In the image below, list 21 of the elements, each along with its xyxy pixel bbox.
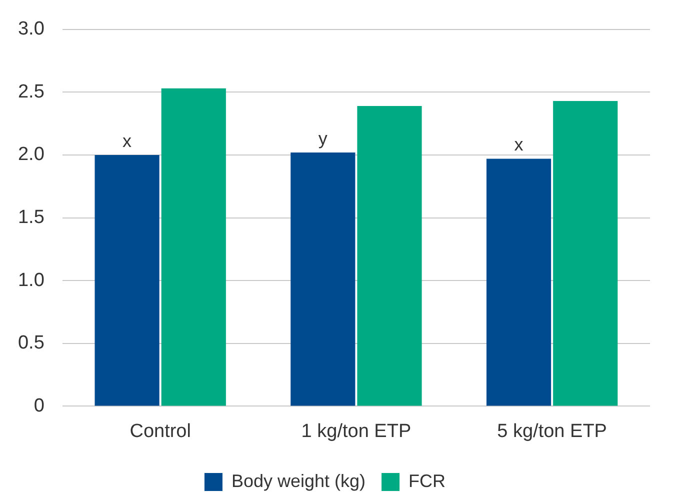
y-tick-label: 0 — [34, 395, 44, 416]
y-tick-label: 2.5 — [18, 81, 44, 102]
y-tick-label: 1.0 — [18, 270, 44, 291]
bar — [357, 106, 422, 406]
bar — [290, 152, 356, 406]
legend-label: Body weight (kg) — [231, 470, 366, 491]
x-tick-label: 5 kg/ton ETP — [497, 420, 607, 442]
bar — [553, 100, 618, 406]
legend-label: FCR — [408, 470, 446, 491]
y-tick-label: 2.0 — [18, 144, 44, 166]
bar — [94, 155, 160, 406]
annotation: x — [514, 134, 524, 155]
annotation: x — [122, 130, 132, 151]
x-tick-label: 1 kg/ton ETP — [301, 420, 412, 442]
y-tick-label: 0.5 — [18, 332, 44, 354]
x-tick-label: Control — [130, 420, 191, 442]
y-tick-label: 3.0 — [18, 18, 44, 40]
annotation: y — [318, 128, 328, 148]
y-tick-label: 1.5 — [18, 207, 44, 228]
bar — [161, 88, 226, 406]
bar — [486, 158, 552, 406]
